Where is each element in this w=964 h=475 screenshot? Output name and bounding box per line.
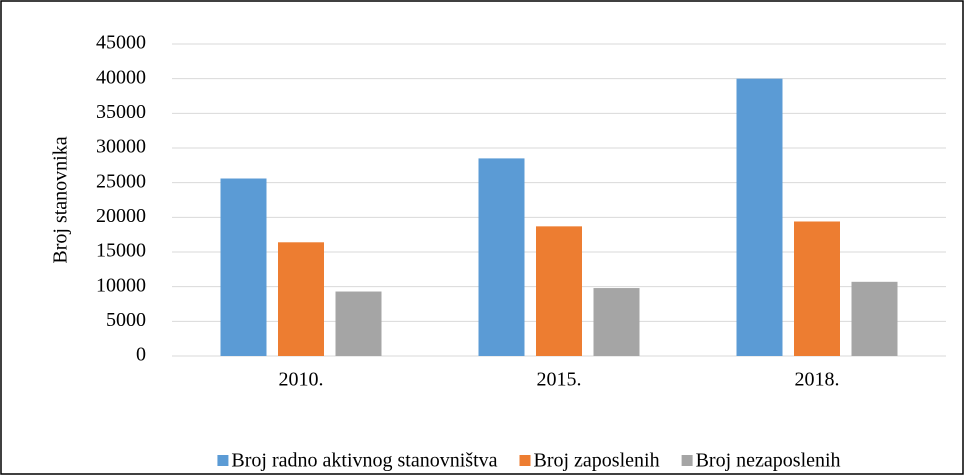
bar (478, 158, 525, 356)
y-tick-label: 15000 (96, 240, 146, 262)
bar (851, 281, 898, 356)
bar (794, 221, 840, 356)
x-tick-label: 2018. (795, 369, 840, 391)
x-tick-label: 2015. (537, 369, 582, 391)
bar (278, 242, 324, 356)
y-tick-label: 45000 (96, 32, 146, 54)
legend-swatch (217, 455, 229, 466)
bar (593, 288, 640, 356)
y-tick-label: 0 (136, 344, 146, 366)
y-tick-label: 40000 (96, 66, 146, 88)
y-tick-label: 35000 (96, 101, 146, 123)
legend-swatch (519, 455, 531, 466)
y-tick-label: 5000 (106, 309, 146, 331)
y-axis-label: Broj stanovnika (50, 136, 72, 263)
legend-label: Broj radno aktivnog stanovništva (231, 450, 497, 472)
bar (536, 226, 582, 356)
legend-swatch (681, 455, 693, 466)
y-tick-label: 20000 (96, 205, 146, 227)
legend-label: Broj nezaposlenih (696, 450, 841, 472)
legend-label: Broj zaposlenih (534, 450, 660, 472)
y-tick-label: 30000 (96, 136, 146, 158)
y-tick-label: 10000 (96, 274, 146, 296)
y-tick-label: 25000 (96, 170, 146, 192)
bar (736, 78, 783, 357)
x-tick-label: 2010. (279, 369, 324, 391)
bar (220, 178, 267, 356)
bar (335, 291, 382, 356)
